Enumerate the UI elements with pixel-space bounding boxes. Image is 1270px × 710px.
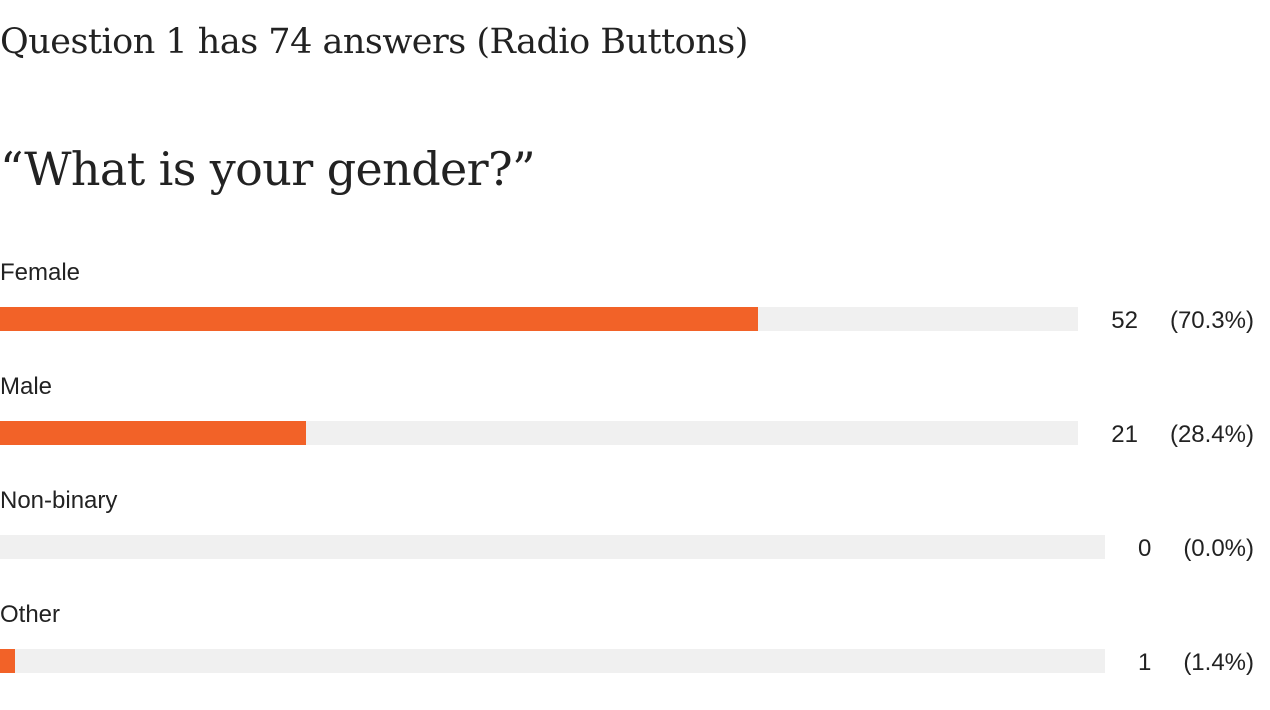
answer-option: Female 52 (70.3%) (0, 258, 1270, 368)
question-title: “What is your gender?” (0, 142, 536, 196)
option-percent: (1.4%) (1183, 649, 1254, 676)
bar-fill (0, 649, 15, 673)
bar-track (0, 535, 1105, 559)
option-count: 21 (1111, 421, 1138, 448)
option-stats: 21 (28.4%) (1111, 420, 1254, 450)
option-count: 1 (1137, 649, 1152, 676)
option-label: Male (0, 373, 53, 400)
option-label: Non-binary (0, 487, 118, 514)
option-label: Female (0, 259, 81, 286)
option-percent: (28.4%) (1169, 421, 1254, 448)
bar-fill (0, 307, 758, 331)
bar-fill (0, 421, 306, 445)
option-label: Other (0, 601, 61, 628)
answer-summary: Question 1 has 74 answers (Radio Buttons… (0, 22, 748, 62)
option-stats: 0 (0.0%) (1138, 534, 1254, 564)
bar-track (0, 307, 1078, 331)
option-stats: 52 (70.3%) (1111, 306, 1254, 336)
bar-track (0, 649, 1105, 673)
answer-option: Other 1 (1.4%) (0, 600, 1270, 710)
option-count: 0 (1137, 535, 1152, 562)
option-percent: (70.3%) (1169, 307, 1254, 334)
answer-option: Male 21 (28.4%) (0, 372, 1270, 482)
option-stats: 1 (1.4%) (1138, 648, 1254, 678)
option-count: 52 (1111, 307, 1138, 334)
option-percent: (0.0%) (1183, 535, 1254, 562)
bar-track (0, 421, 1078, 445)
answer-option: Non-binary 0 (0.0%) (0, 486, 1270, 596)
